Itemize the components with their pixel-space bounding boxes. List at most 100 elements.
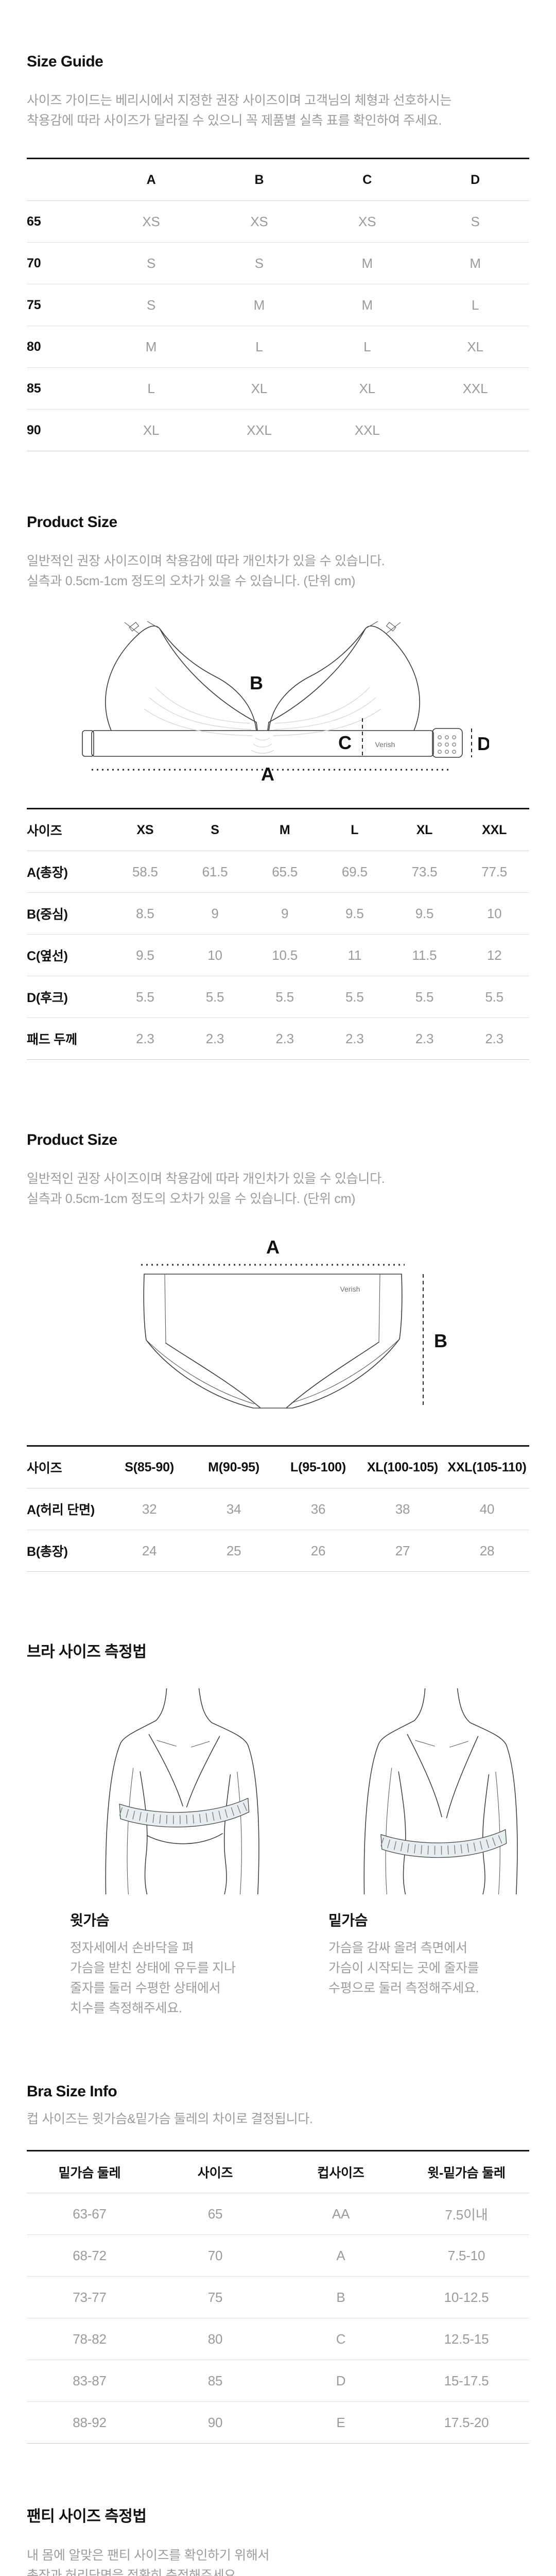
bra-size-info-description: 컵 사이즈는 윗가슴&밑가슴 둘레의 차이로 결정됩니다.	[27, 2112, 313, 2126]
header-cell: L(95-100)	[276, 1446, 361, 1488]
table-cell: 80	[207, 2331, 223, 2347]
table-cell: M	[253, 297, 265, 313]
table-cell: XL	[467, 338, 483, 354]
table-cell: 61.5	[202, 863, 228, 879]
upper-bust-instructions: 정자세에서 손바닥을 펴 가슴을 받친 상태에 유두를 지나 줄자를 둘러 수평…	[70, 1938, 297, 2019]
table-cell: 24	[142, 1543, 157, 1558]
table-cell: 5.5	[136, 989, 154, 1005]
product-size-bra-title: Product Size	[27, 514, 117, 531]
size-guide-desc-line2: 착용감에 따라 사이즈가 달라질 수 있으니 꼭 제품별 실측 표를 확인하여 …	[27, 113, 442, 128]
header-cell: XL	[389, 808, 460, 851]
instruction-line: 줄자를 둘러 수평한 상태에서	[70, 1981, 221, 1995]
table-cell: S	[471, 213, 480, 229]
row-label-cell: A(총장)	[27, 866, 68, 880]
table-cell: XXL	[354, 422, 380, 438]
size-guide-description: 사이즈 가이드는 베리시에서 지정한 권장 사이즈이며 고객님의 체형과 선호하…	[27, 91, 529, 131]
table-cell: 69.5	[341, 863, 368, 879]
table-cell: 8.5	[136, 905, 154, 921]
table-cell: 38	[395, 1501, 410, 1517]
table-cell: 90	[207, 2414, 223, 2430]
instruction-line: 가슴이 시작되는 곳에 줄자를	[328, 1961, 479, 1975]
header-cell: B	[205, 158, 314, 201]
table-cell: XS	[358, 213, 376, 229]
table-cell: 68-72	[73, 2247, 107, 2263]
row-label-cell: B(총장)	[27, 1545, 68, 1559]
row-label-cell: A(허리 단면)	[27, 1503, 95, 1517]
table-cell: XL	[251, 380, 268, 396]
table-cell: 10	[486, 905, 502, 921]
table-cell: 10	[207, 947, 222, 963]
header-cell: C	[313, 158, 422, 201]
table-cell: 63-67	[73, 2206, 107, 2222]
header-cell: XS	[110, 808, 180, 851]
table-cell: L	[147, 380, 155, 396]
brand-label: Verish	[375, 740, 395, 749]
table-cell: 12.5-15	[444, 2331, 489, 2347]
table-row: 73-77 75 B 10-12.5	[27, 2276, 529, 2318]
table-cell: 34	[226, 1501, 241, 1517]
header-cell: M	[250, 808, 320, 851]
table-row: 75 S M M L	[27, 284, 529, 326]
table-cell: S	[146, 297, 156, 313]
table-cell: 7.5-10	[447, 2247, 485, 2263]
table-cell: 28	[479, 1543, 495, 1558]
table-cell: 26	[310, 1543, 326, 1558]
row-label-cell: 패드 두께	[27, 1032, 77, 1047]
header-cell: L	[319, 808, 390, 851]
bra-measure-upper-bust: 윗가슴 정자세에서 손바닥을 펴 가슴을 받친 상태에 유두를 지나 줄자를 둘…	[70, 1688, 297, 2019]
table-header-row: 사이즈 XS S M L XL XXL	[27, 808, 529, 851]
table-cell: L	[363, 338, 371, 354]
panty-diagram-label-a: A	[266, 1238, 280, 1258]
table-cell: M	[145, 338, 157, 354]
bra-diagram-label-b: B	[250, 672, 263, 693]
bra-diagram-illustration: B C D A Verish	[82, 621, 489, 781]
table-row: 패드 두께 2.3 2.3 2.3 2.3 2.3 2.3	[27, 1018, 529, 1060]
header-cell: M(90-95)	[192, 1446, 276, 1488]
row-label-cell: 80	[27, 339, 41, 354]
table-cell: 2.3	[415, 1030, 434, 1046]
table-cell: XXL	[462, 380, 488, 396]
header-cell: 밑가슴 둘레	[27, 2150, 152, 2193]
panty-diagram-label-b: B	[434, 1330, 447, 1351]
product-size-bra-description: 일반적인 권장 사이즈이며 착용감에 따라 개인차가 있을 수 있습니다. 실측…	[27, 551, 529, 591]
table-cell: 77.5	[481, 863, 508, 879]
table-cell: 11	[348, 947, 362, 963]
header-cell: 사이즈	[27, 808, 111, 851]
header-cell: 윗-밑가슴 둘레	[404, 2150, 529, 2193]
table-cell: 73-77	[73, 2289, 107, 2305]
table-row: 70 S S M M	[27, 242, 529, 284]
product-size-panty-title: Product Size	[27, 1131, 117, 1148]
table-row: 85 L XL XL XXL	[27, 367, 529, 410]
size-guide-title: Size Guide	[27, 53, 103, 70]
table-cell: B	[336, 2289, 345, 2305]
size-guide-desc-line1: 사이즈 가이드는 베리시에서 지정한 권장 사이즈이며 고객님의 체형과 선호하…	[27, 93, 451, 108]
table-cell: 70	[207, 2247, 223, 2263]
table-cell: M	[361, 255, 373, 271]
panty-diagram-illustration: A B Verish	[141, 1238, 447, 1409]
table-cell: 9	[281, 905, 289, 921]
table-cell: A	[336, 2247, 345, 2263]
bra-measure-title: 브라 사이즈 측정법	[27, 1643, 147, 1660]
table-cell: 85	[207, 2372, 223, 2388]
table-header-row: A B C D	[27, 158, 529, 201]
table-cell: 83-87	[73, 2372, 107, 2388]
bra-diagram-label-a: A	[261, 764, 274, 781]
table-cell: XS	[250, 213, 268, 229]
bra-product-size-table: 사이즈 XS S M L XL XXL A(총장) 58.5 61.5 65.5…	[27, 808, 529, 1060]
product-size-bra-desc-line2: 실측과 0.5cm-1cm 정도의 오차가 있을 수 있습니다. (단위 cm)	[27, 574, 356, 588]
row-label-cell: C(옆선)	[27, 949, 68, 963]
table-cell: M	[470, 255, 481, 271]
bra-size-info-title: Bra Size Info	[27, 2083, 117, 2100]
table-cell: 88-92	[73, 2414, 107, 2430]
table-cell: 73.5	[411, 863, 438, 879]
header-cell: 사이즈	[152, 2150, 278, 2193]
table-cell: 12	[486, 947, 502, 963]
panty-measurement-diagram: A B Verish	[27, 1238, 529, 1413]
header-cell: S(85-90)	[107, 1446, 192, 1488]
table-cell: 5.5	[415, 989, 434, 1005]
table-cell: 2.3	[205, 1030, 224, 1046]
instruction-line: 가슴을 받친 상태에 유두를 지나	[70, 1961, 236, 1975]
table-row: C(옆선) 9.5 10 10.5 11 11.5 12	[27, 934, 529, 976]
table-cell: 15-17.5	[444, 2372, 489, 2388]
product-size-panty-desc-line2: 실측과 0.5cm-1cm 정도의 오차가 있을 수 있습니다. (단위 cm)	[27, 1192, 356, 1206]
